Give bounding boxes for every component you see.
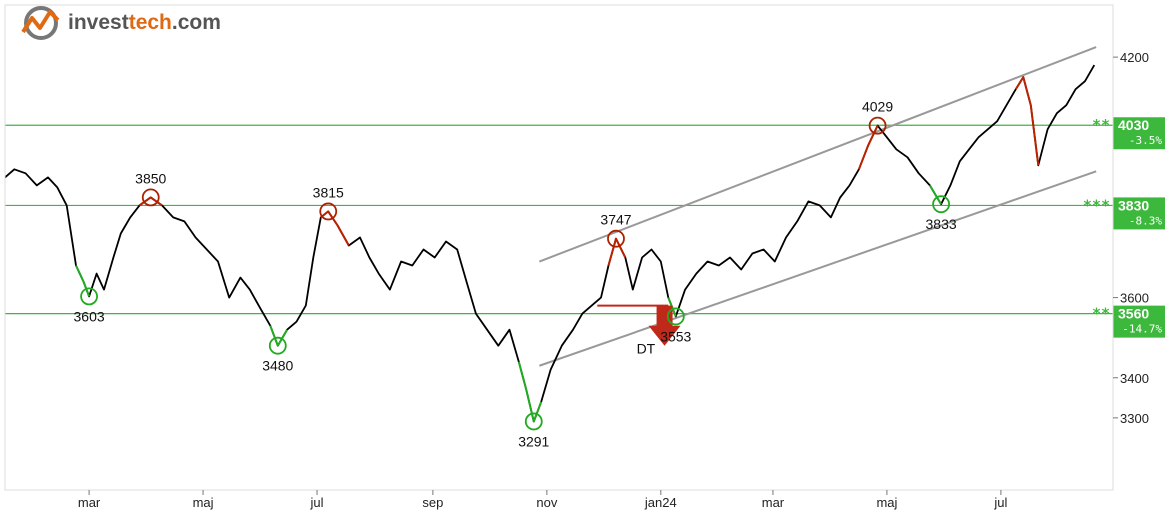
brand-part-com: .com	[171, 11, 221, 34]
x-tick-label: mar	[762, 495, 785, 510]
extreme-label: 3291	[518, 433, 549, 449]
extreme-marker	[268, 336, 287, 355]
extreme-label: 4029	[862, 99, 893, 115]
level-stars: **	[1092, 305, 1110, 323]
x-tick-label: sep	[422, 495, 443, 510]
level-stars: ***	[1083, 196, 1110, 214]
price-segment	[1014, 76, 1040, 166]
level-box	[1113, 305, 1165, 338]
level-percent: -8.3%	[1129, 214, 1162, 227]
y-tick-label: 4200	[1120, 50, 1149, 65]
extreme-marker	[141, 188, 160, 207]
x-tick-label: maj	[193, 495, 214, 510]
extreme-label: 3833	[926, 216, 957, 232]
brand-part-tech: tech	[128, 11, 172, 34]
price-segment	[75, 265, 91, 297]
y-tick-label: 3300	[1120, 411, 1149, 426]
x-tick-label: nov	[536, 495, 557, 510]
brand-logo[interactable]: investtech.com	[20, 6, 221, 40]
y-tick-label: 3400	[1120, 371, 1149, 386]
extreme-label: 3603	[74, 308, 105, 324]
y-tick-label: 3600	[1120, 291, 1149, 306]
price-segment	[138, 196, 163, 207]
price-segment	[929, 184, 942, 205]
price-segment	[269, 325, 288, 347]
extreme-marker	[319, 202, 338, 221]
level-value: 4030	[1118, 117, 1149, 133]
price-line	[4, 64, 1096, 423]
extreme-label: 3747	[600, 212, 631, 228]
level-value: 3560	[1118, 306, 1149, 322]
x-tick-label: jan24	[644, 495, 677, 510]
price-segment	[607, 237, 627, 266]
extreme-label: 3850	[135, 170, 166, 186]
breakout-label: DT	[637, 341, 656, 357]
extreme-label: 3480	[262, 358, 293, 374]
brand-part-invest: invest	[68, 11, 129, 34]
level-percent: -3.5%	[1129, 134, 1162, 147]
breakout-arrow	[648, 305, 681, 346]
trend-channel-line	[539, 46, 1097, 263]
extreme-marker	[607, 229, 625, 248]
price-segment	[517, 361, 543, 423]
level-value: 3830	[1118, 197, 1149, 213]
x-tick-label: jul	[993, 495, 1007, 510]
extreme-label: 3553	[660, 328, 691, 344]
x-tick-label: mar	[78, 495, 101, 510]
level-stars: **	[1092, 116, 1110, 134]
extreme-marker	[868, 116, 887, 135]
level-percent: -14.7%	[1122, 323, 1162, 336]
chart-logo-icon	[21, 6, 60, 40]
extreme-marker	[524, 412, 543, 431]
x-tick-label: maj	[876, 495, 897, 510]
level-box	[1113, 117, 1165, 150]
x-tick-label: jul	[310, 495, 324, 510]
trend-channel-line	[539, 170, 1097, 367]
price-segment	[857, 125, 879, 170]
level-box	[1113, 197, 1165, 230]
extreme-marker	[932, 195, 951, 214]
extreme-label: 3815	[313, 184, 344, 200]
extreme-marker	[666, 307, 685, 326]
plot-frame	[4, 4, 1114, 491]
extreme-marker	[80, 287, 98, 306]
